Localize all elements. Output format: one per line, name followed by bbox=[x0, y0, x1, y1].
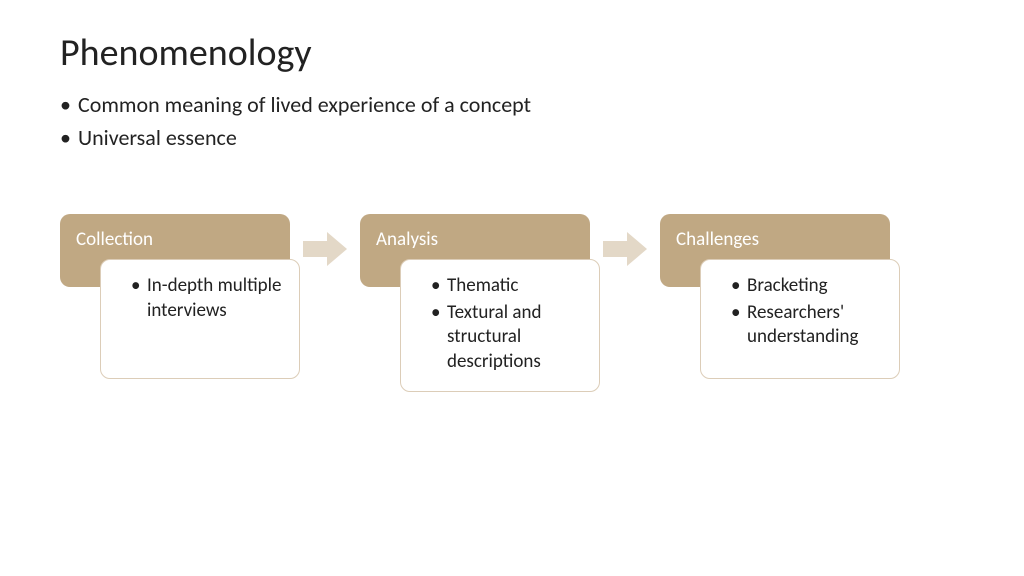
card-item: Textural and structural descriptions bbox=[431, 301, 587, 375]
arrow-icon bbox=[590, 214, 660, 266]
slide-title: Phenomenology bbox=[60, 30, 964, 76]
card-body: In-depth multiple interviews bbox=[100, 259, 300, 379]
card-item: In-depth multiple interviews bbox=[131, 274, 287, 323]
card-body: Thematic Textural and structural descrip… bbox=[400, 259, 600, 392]
bullet-item: Common meaning of lived experience of a … bbox=[60, 88, 964, 121]
card-challenges: Challenges Bracketing Researchers' under… bbox=[660, 214, 890, 379]
bullet-item: Universal essence bbox=[60, 121, 964, 154]
card-item: Bracketing bbox=[731, 274, 887, 299]
slide-bullets: Common meaning of lived experience of a … bbox=[60, 88, 964, 154]
card-collection: Collection In-depth multiple interviews bbox=[60, 214, 290, 379]
card-analysis: Analysis Thematic Textural and structura… bbox=[360, 214, 590, 392]
card-item: Researchers' understanding bbox=[731, 301, 887, 350]
arrow-shape bbox=[303, 232, 347, 266]
card-item: Thematic bbox=[431, 274, 587, 299]
card-body: Bracketing Researchers' understanding bbox=[700, 259, 900, 379]
arrow-shape bbox=[603, 232, 647, 266]
process-flow: Collection In-depth multiple interviews … bbox=[60, 214, 964, 392]
arrow-icon bbox=[290, 214, 360, 266]
